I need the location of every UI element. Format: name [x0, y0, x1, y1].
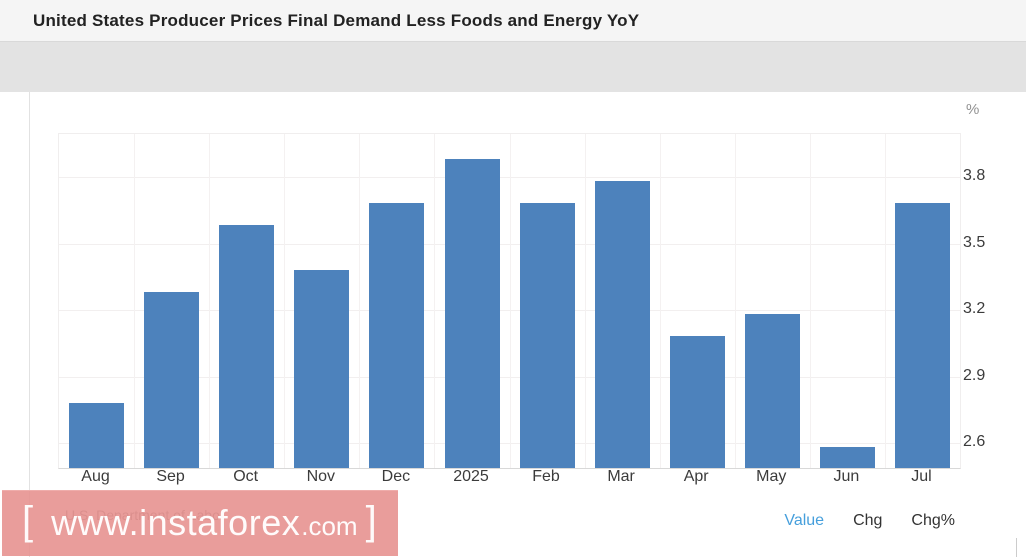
gridline-x-4: [359, 134, 361, 468]
gridline-x-1: [134, 134, 136, 468]
gridline-x-5: [434, 134, 436, 468]
chart-panel: % Aug Sep Oct Nov Dec 2025 Feb Mar Apr May Jun Jul …: [0, 92, 1026, 557]
bar-feb[interactable]: [519, 203, 575, 468]
title-bar: United States Producer Prices Final Dema…: [0, 0, 1026, 42]
left-panel-divider: [29, 92, 30, 557]
gridline-x-8: [659, 134, 661, 468]
column-links: Value Chg Chg%: [784, 510, 955, 532]
bar-oct[interactable]: [219, 225, 275, 468]
x-tick-label-feb: Feb: [532, 468, 560, 485]
bar-jul[interactable]: [895, 203, 950, 468]
x-tick-label-mar: Mar: [607, 468, 635, 485]
y-tick-label-3.8: 3.8: [963, 167, 986, 184]
x-tick-label-jul: Jul: [911, 468, 932, 485]
page-title: United States Producer Prices Final Dema…: [33, 11, 640, 30]
x-tick-label-dec: Dec: [381, 468, 411, 485]
gridline-x-3: [284, 134, 286, 468]
y-axis-labels: 2.6 2.9 3.2 3.5 3.8: [963, 92, 1003, 557]
bar-apr[interactable]: [669, 336, 725, 468]
watermark-domain-suffix: .com: [301, 511, 358, 541]
x-tick-label-sep: Sep: [156, 468, 185, 485]
gridline-x-9: [734, 134, 736, 468]
gridline-x-2: [209, 134, 211, 468]
gridline-x-10: [809, 134, 811, 468]
chg-link[interactable]: Chg: [853, 512, 883, 529]
bar-nov[interactable]: [294, 269, 350, 468]
bar-may[interactable]: [744, 314, 800, 468]
watermark-bracket-left: [: [22, 499, 34, 543]
right-panel-divider: [1016, 538, 1017, 557]
x-tick-label-nov: Nov: [306, 468, 336, 485]
watermark-domain: www.instaforex: [51, 501, 301, 543]
chgpct-link[interactable]: Chg%: [911, 512, 955, 529]
plot-area[interactable]: [58, 133, 961, 469]
toolbar-band: [0, 42, 1026, 93]
gridline-x-7: [584, 134, 586, 468]
x-tick-label-apr: Apr: [683, 468, 709, 485]
y-axis-unit-label: %: [966, 101, 980, 118]
watermark: [ www.instaforex .com ]: [2, 490, 398, 556]
gridline-x-11: [884, 134, 886, 468]
watermark-bracket-right: ]: [365, 499, 377, 543]
x-tick-label-2025: 2025: [453, 468, 489, 485]
x-tick-label-may: May: [756, 468, 787, 485]
y-tick-label-2.9: 2.9: [963, 366, 986, 384]
value-link[interactable]: Value: [784, 512, 825, 529]
x-tick-label-aug: Aug: [81, 468, 110, 485]
bar-2025[interactable]: [444, 158, 500, 468]
gridline-x-6: [509, 134, 511, 468]
y-tick-label-3.2: 3.2: [963, 300, 986, 317]
bar-aug[interactable]: [69, 402, 124, 468]
y-tick-label-2.6: 2.6: [963, 433, 986, 450]
y-tick-label-3.5: 3.5: [963, 233, 986, 251]
bar-mar[interactable]: [594, 181, 650, 468]
bar-jun[interactable]: [819, 447, 875, 468]
x-tick-label-oct: Oct: [233, 468, 259, 485]
bar-dec[interactable]: [369, 203, 425, 468]
x-axis-labels: Aug Sep Oct Nov Dec 2025 Feb Mar Apr May Jun Jul: [0, 468, 1026, 490]
x-tick-label-jun: Jun: [833, 468, 860, 485]
bar-sep[interactable]: [144, 291, 200, 468]
